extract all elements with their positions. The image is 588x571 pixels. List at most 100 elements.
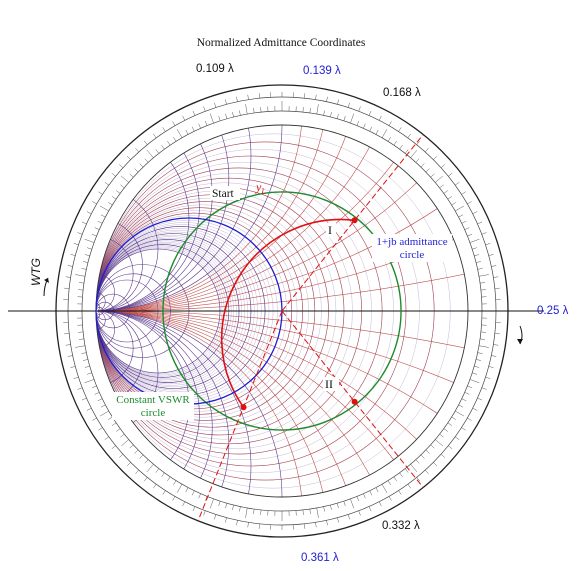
- outer-scale-tick: [488, 254, 494, 256]
- susceptance-arc: [96, 310, 468, 497]
- scale-tick: [129, 444, 134, 449]
- scale-tick: [399, 472, 403, 477]
- outer-scale-tick: [461, 191, 466, 195]
- scale-tick: [443, 190, 448, 194]
- outer-scale-tick: [214, 514, 217, 520]
- outer-scale-tick: [485, 243, 491, 246]
- scale-tick: [404, 468, 409, 473]
- outer-scale-tick: [67, 265, 73, 267]
- scale-tick: [350, 113, 355, 124]
- scale-tick: [260, 107, 262, 113]
- scale-tick: [185, 487, 189, 493]
- outer-scale-tick: [143, 140, 148, 145]
- scale-tick: [330, 504, 332, 510]
- radial-line: [197, 310, 283, 522]
- scale-tick: [356, 496, 360, 502]
- scale-tick: [420, 454, 425, 459]
- scale-tick: [375, 487, 379, 493]
- scale-tick: [253, 107, 255, 113]
- scale-tick: [218, 115, 221, 121]
- scale-tick: [477, 268, 483, 270]
- outer-scale-tick: [378, 501, 382, 507]
- outer-scale-tick: [98, 427, 103, 431]
- scale-tick: [146, 464, 154, 473]
- outer-scale-tick: [70, 254, 76, 256]
- scale-tick: [173, 480, 177, 485]
- outer-scale-tick: [203, 510, 206, 516]
- outer-scale-tick: [225, 99, 227, 105]
- outer-scale-tick: [153, 483, 157, 489]
- scale-tick: [323, 110, 325, 116]
- scale-tick: [75, 345, 86, 348]
- scale-tick: [475, 261, 481, 263]
- scale-tick: [167, 140, 171, 146]
- scale-tick: [78, 331, 84, 333]
- outer-scale-tick: [433, 462, 438, 467]
- outer-scale-tick: [358, 106, 361, 112]
- outer-scale-tick: [472, 211, 478, 215]
- scale-tick: [425, 168, 430, 173]
- scale-tick: [451, 416, 456, 420]
- radial-line: [281, 134, 424, 312]
- scale-tick: [84, 379, 95, 384]
- scale-tick: [84, 238, 95, 243]
- scale-tick: [455, 410, 464, 417]
- scale-tick: [97, 220, 103, 224]
- outer-scale-tick: [494, 287, 500, 289]
- scale-tick: [155, 468, 160, 473]
- outer-scale-tick: [491, 355, 497, 357]
- scale-tick: [91, 233, 97, 237]
- scale-tick: [86, 372, 92, 375]
- scale-tick: [78, 289, 84, 291]
- outer-scale-tick: [111, 445, 116, 450]
- outer-scale-tick: [70, 366, 76, 368]
- outer-scale-tick: [494, 333, 500, 335]
- outer-scale-tick: [81, 397, 87, 401]
- scale-tick: [443, 428, 448, 432]
- scale-tick: [239, 506, 241, 512]
- susceptance-arc: [96, 310, 101, 319]
- outer-scale-tick: [358, 510, 361, 516]
- scale-tick: [75, 274, 86, 277]
- outer-scale-tick: [86, 407, 92, 411]
- scale-tick: [399, 145, 403, 150]
- scale-tick: [478, 345, 489, 348]
- scale-tick: [467, 385, 473, 389]
- scale-tick: [477, 352, 483, 354]
- scale-tick: [369, 490, 373, 496]
- scale-tick: [415, 459, 420, 464]
- scale-tick: [469, 379, 480, 384]
- scale-tick: [100, 404, 106, 408]
- outer-scale-tick: [81, 221, 87, 225]
- outer-scale-tick: [153, 133, 157, 139]
- scale-tick: [84, 365, 90, 368]
- scale-tick: [447, 422, 453, 426]
- outer-scale-tick: [92, 201, 97, 205]
- outer-scale-tick: [119, 164, 124, 168]
- scale-tick: [472, 372, 478, 375]
- scale-tick: [439, 184, 444, 189]
- scale-tick: [480, 282, 486, 284]
- scale-tick: [78, 282, 84, 284]
- susceptance-arc: [96, 310, 407, 497]
- scale-tick: [167, 476, 171, 482]
- scale-tick: [343, 115, 346, 121]
- scale-tick: [480, 289, 486, 291]
- outer-scale-tick: [126, 155, 131, 160]
- susceptance-arc: [96, 310, 468, 497]
- outer-scale-tick: [481, 387, 487, 390]
- outer-scale-tick: [416, 477, 421, 482]
- match-point-2: [351, 217, 358, 224]
- outer-scale-tick: [126, 462, 131, 467]
- outer-scale-tick: [407, 483, 411, 489]
- scale-tick: [100, 410, 109, 417]
- scale-tick: [404, 149, 409, 154]
- scale-tick: [387, 137, 391, 142]
- start-label: Start: [212, 188, 235, 200]
- susceptance-arc: [96, 310, 143, 405]
- outer-scale-tick: [92, 417, 97, 421]
- scale-tick: [139, 454, 144, 459]
- outer-scale-tick: [192, 110, 196, 116]
- scale-tick: [204, 496, 208, 502]
